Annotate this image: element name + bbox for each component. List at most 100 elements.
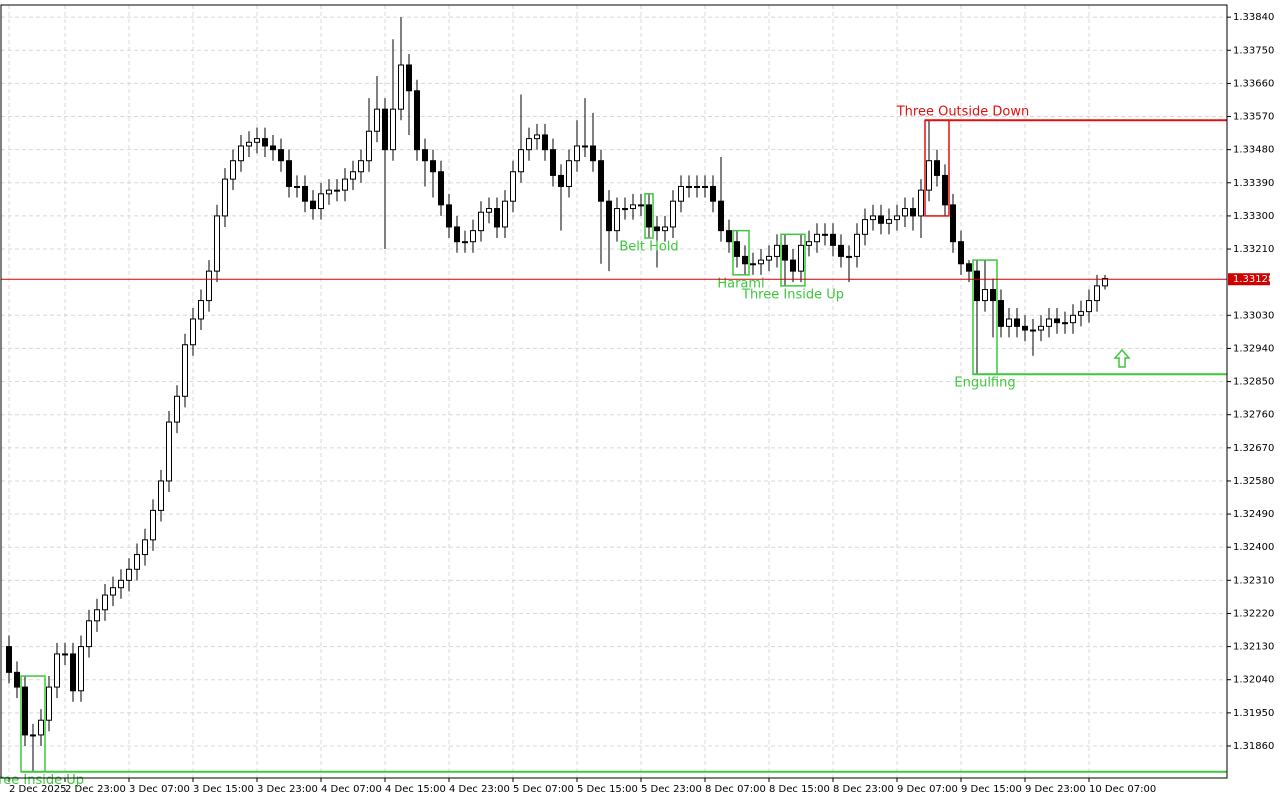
x-tick-label: 5 Dec 07:00: [513, 784, 574, 795]
candle-body: [294, 185, 300, 188]
candle-body: [358, 160, 364, 173]
candle-body: [542, 134, 548, 151]
candle-body: [110, 587, 116, 596]
candle-body: [702, 185, 708, 188]
y-tick-label: 1.33030: [1233, 310, 1274, 321]
candle-body: [766, 255, 772, 261]
y-tick-label: 1.33390: [1233, 178, 1274, 189]
candle-body: [686, 185, 692, 188]
candle-body: [46, 686, 52, 721]
x-tick-label: 4 Dec 07:00: [321, 784, 382, 795]
candle-body: [70, 653, 76, 692]
y-tick-label: 1.31860: [1233, 741, 1274, 752]
candle-body: [566, 160, 572, 187]
candle-body: [238, 145, 244, 162]
candle-body: [550, 149, 556, 176]
candle-body: [870, 215, 876, 221]
candle-body: [6, 646, 12, 673]
pattern-label: Three Outside Down: [896, 105, 1030, 120]
candle-body: [254, 138, 260, 143]
candle-body: [854, 233, 860, 257]
candle-body: [622, 208, 628, 211]
candle-body: [814, 233, 820, 243]
candle-body: [142, 539, 148, 556]
candle-body: [782, 244, 788, 261]
y-tick-label: 1.32760: [1233, 410, 1274, 421]
candle-body: [14, 671, 20, 688]
candle-body: [278, 149, 284, 162]
candle-body: [1086, 300, 1092, 313]
candle-body: [158, 480, 164, 511]
candle-body: [470, 230, 476, 243]
y-tick-label: 1.32310: [1233, 575, 1274, 586]
pattern-label: Three Inside Up: [0, 773, 84, 788]
candle-body: [1038, 325, 1044, 331]
candle-body: [678, 185, 684, 202]
y-tick-label: 1.32940: [1233, 343, 1274, 354]
candle-body: [206, 270, 212, 302]
candle-body: [302, 185, 308, 202]
candle-body: [438, 171, 444, 206]
candle-body: [1014, 318, 1020, 327]
candle-body: [630, 204, 636, 210]
candle-body: [94, 609, 100, 622]
current-price-tag: [1228, 273, 1270, 286]
candle-body: [670, 200, 676, 228]
x-tick-label: 3 Dec 15:00: [193, 784, 254, 795]
candle-body: [214, 215, 220, 272]
candle-body: [390, 108, 396, 151]
y-tick-label: 1.32850: [1233, 377, 1274, 388]
candle-body: [558, 174, 564, 187]
y-tick-label: 1.32130: [1233, 642, 1274, 653]
candle-body: [806, 241, 812, 246]
x-tick-label: 2 Dec 2025: [9, 784, 67, 795]
candle-body: [926, 160, 932, 191]
candle-body: [510, 171, 516, 202]
candle-body: [446, 204, 452, 228]
candle-body: [494, 208, 500, 228]
candle-body: [318, 193, 324, 210]
candle-body: [614, 208, 620, 232]
y-tick-label: 1.33300: [1233, 211, 1274, 222]
candle-body: [1006, 318, 1012, 327]
pattern-label: Harami: [717, 276, 764, 291]
candle-body: [478, 211, 484, 232]
candle-body: [774, 244, 780, 257]
candle-body: [662, 226, 668, 232]
candle-body: [534, 134, 540, 140]
buy-arrow: [1113, 348, 1131, 368]
candle-body: [22, 686, 28, 736]
candle-body: [694, 185, 700, 188]
pattern-box: [644, 193, 654, 239]
candle-body: [942, 174, 948, 206]
x-tick-label: 5 Dec 15:00: [577, 784, 638, 795]
x-tick-label: 4 Dec 15:00: [385, 784, 446, 795]
candle-body: [486, 208, 492, 213]
y-tick-label: 1.32490: [1233, 509, 1274, 520]
candle-body: [342, 178, 348, 191]
candle-body: [894, 215, 900, 221]
candle-body: [798, 244, 804, 272]
candle-body: [590, 145, 596, 162]
y-tick-label: 1.33660: [1233, 78, 1274, 89]
candle-body: [198, 300, 204, 320]
candle-body: [422, 149, 428, 162]
pattern-label: Engulfing: [954, 376, 1015, 391]
x-tick-label: 8 Dec 07:00: [705, 784, 766, 795]
x-tick-label: 3 Dec 23:00: [257, 784, 318, 795]
candle-body: [1094, 285, 1100, 302]
candle-body: [654, 226, 660, 232]
candle-body: [222, 178, 228, 217]
candle-body: [998, 300, 1004, 327]
candle-body: [742, 255, 748, 265]
candle-body: [734, 241, 740, 257]
x-tick-label: 3 Dec 07:00: [129, 784, 190, 795]
candle-body: [350, 171, 356, 180]
y-tick-label: 1.32400: [1233, 542, 1274, 553]
candle-body: [62, 653, 68, 656]
grid-layer: [1, 5, 1227, 778]
candle-body: [902, 208, 908, 217]
candle-body: [430, 160, 436, 173]
candle-body: [918, 189, 924, 217]
